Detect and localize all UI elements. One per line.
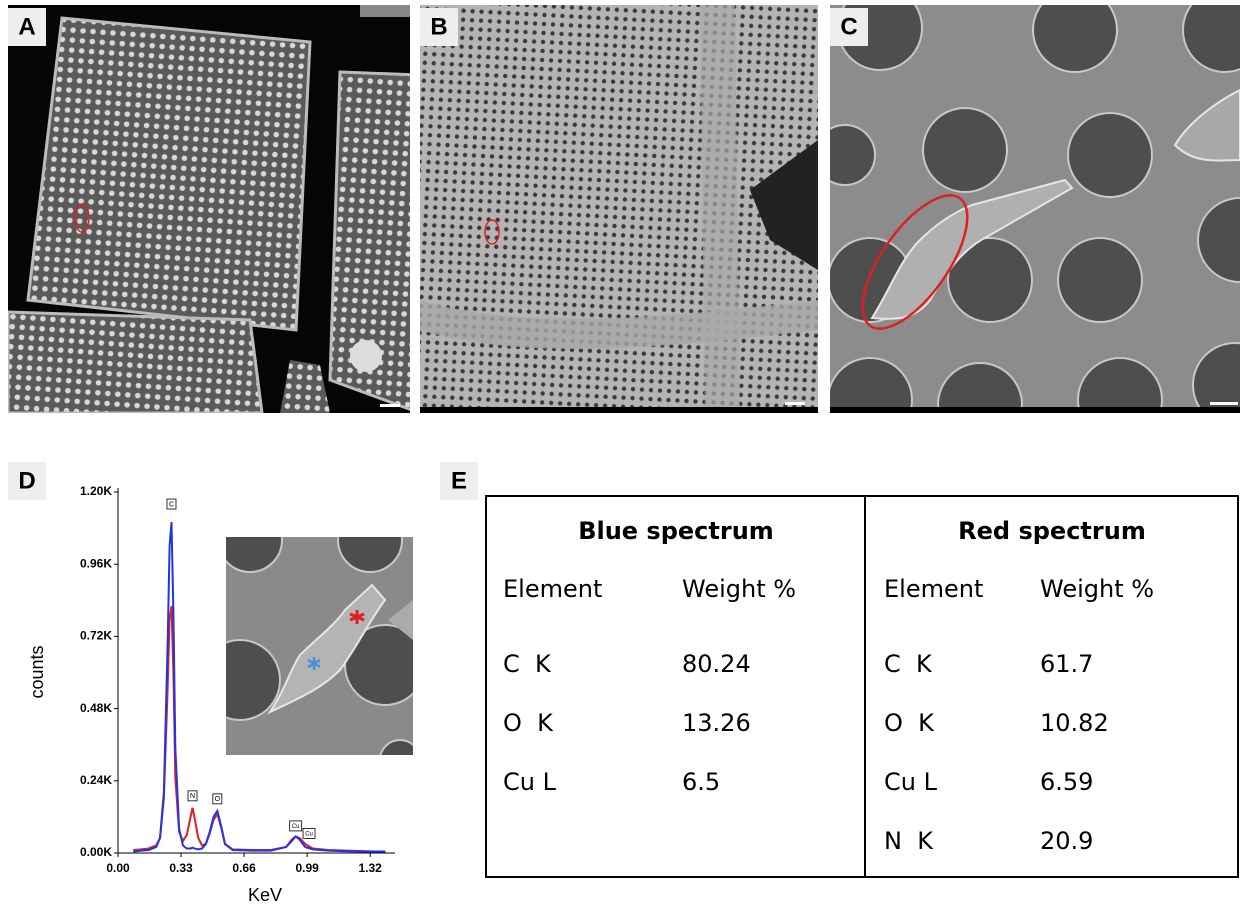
peak-label: Cu bbox=[305, 832, 313, 838]
table-title: Red spectrum bbox=[958, 517, 1146, 545]
panel-label: A bbox=[18, 13, 35, 40]
table-title: Blue spectrum bbox=[578, 517, 774, 545]
panel-label: E bbox=[451, 467, 467, 494]
x-tick-label: 0.00 bbox=[106, 861, 130, 875]
figure: A B C D E KeV counts 0.00K 0.24K 0.48K 0.72… bbox=[0, 0, 1244, 909]
y-tick-label: 0.72K bbox=[80, 629, 112, 643]
table-cell: Cu L bbox=[503, 768, 557, 796]
table-cell: N K bbox=[884, 827, 934, 855]
peak-label: C bbox=[169, 501, 174, 508]
y-tick-label: 0.48K bbox=[80, 701, 112, 715]
table-cell: C K bbox=[503, 650, 552, 678]
y-tick-label: 0.00K bbox=[80, 845, 112, 859]
table-cell: 10.82 bbox=[1040, 709, 1109, 737]
x-axis-title: KeV bbox=[248, 885, 282, 905]
table-cell: 20.9 bbox=[1040, 827, 1093, 855]
inset-micrograph bbox=[200, 508, 425, 780]
x-tick-label: 0.33 bbox=[169, 861, 193, 875]
peak-label: O bbox=[215, 796, 221, 803]
x-tick-label: 0.66 bbox=[232, 861, 256, 875]
x-tick-label: 0.99 bbox=[295, 861, 319, 875]
table-cell: C K bbox=[884, 650, 933, 678]
table-cell: O K bbox=[884, 709, 935, 737]
micrograph-b bbox=[420, 5, 818, 413]
micrograph-c bbox=[815, 0, 1244, 447]
y-tick-label: 1.20K bbox=[80, 484, 112, 498]
table-cell: 13.26 bbox=[682, 709, 751, 737]
table: Blue spectrum Element Weight % C K 80.24 O K 1… bbox=[486, 496, 1238, 877]
panel-label: B bbox=[430, 13, 447, 40]
y-axis-title: counts bbox=[27, 645, 47, 698]
peak-label: Cu bbox=[292, 824, 300, 830]
column-header: Weight % bbox=[682, 575, 796, 603]
column-header: Weight % bbox=[1040, 575, 1154, 603]
column-header: Element bbox=[503, 575, 602, 603]
table-cell: 61.7 bbox=[1040, 650, 1093, 678]
peak-label: N bbox=[190, 793, 195, 800]
panel-label: C bbox=[840, 13, 857, 40]
y-tick-label: 0.24K bbox=[80, 773, 112, 787]
table-cell: 6.59 bbox=[1040, 768, 1093, 796]
table-cell: 80.24 bbox=[682, 650, 751, 678]
table-cell: Cu L bbox=[884, 768, 938, 796]
micrograph-a bbox=[8, 5, 420, 413]
table-cell: 6.5 bbox=[682, 768, 720, 796]
x-tick-label: 1.32 bbox=[358, 861, 382, 875]
table-cell: O K bbox=[503, 709, 554, 737]
panel-label: D bbox=[18, 467, 35, 494]
column-header: Element bbox=[884, 575, 983, 603]
y-tick-label: 0.96K bbox=[80, 556, 112, 570]
